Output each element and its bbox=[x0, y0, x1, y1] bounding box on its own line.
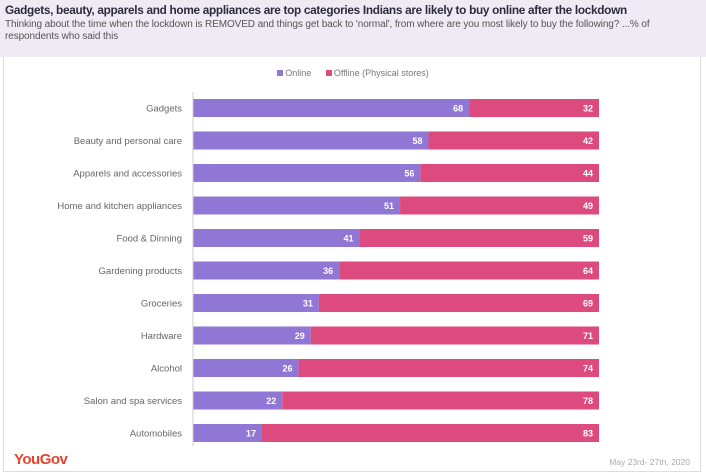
yougov-logo: YouGov bbox=[14, 451, 68, 468]
online-bar bbox=[193, 229, 360, 247]
online-value-label: 41 bbox=[343, 234, 353, 244]
offline-value-label: 59 bbox=[583, 234, 593, 244]
offline-bar bbox=[310, 326, 599, 345]
offline-bar bbox=[359, 229, 599, 247]
online-bar bbox=[193, 294, 319, 312]
offline-bar bbox=[298, 359, 599, 377]
offline-value-label: 74 bbox=[583, 364, 593, 374]
online-value-label: 26 bbox=[283, 364, 293, 374]
category-label: Groceries bbox=[141, 299, 182, 310]
offline-value-label: 49 bbox=[583, 201, 593, 211]
online-value-label: 29 bbox=[295, 331, 305, 341]
online-bar bbox=[193, 391, 283, 410]
legend-label-online: Online bbox=[285, 68, 312, 78]
offline-value-label: 69 bbox=[583, 299, 593, 309]
category-label: Automobiles bbox=[130, 429, 183, 440]
legend-swatch-offline bbox=[325, 70, 332, 76]
online-bar bbox=[193, 196, 401, 215]
offline-bar bbox=[282, 391, 599, 410]
date-range: May 23rd- 27th, 2020 bbox=[609, 457, 690, 467]
chart-subtitle: Thinking about the time when the lockdow… bbox=[5, 19, 650, 42]
offline-value-label: 44 bbox=[583, 169, 593, 179]
offline-bar bbox=[420, 164, 599, 182]
online-bar bbox=[193, 424, 263, 442]
offline-bar bbox=[262, 424, 599, 442]
offline-bar bbox=[469, 99, 599, 117]
online-value-label: 68 bbox=[453, 104, 463, 114]
online-bar bbox=[193, 326, 311, 345]
category-label: Gadgets bbox=[146, 104, 182, 115]
category-label: Hardware bbox=[141, 331, 182, 342]
legend: Online Offline (Physical stores) bbox=[0, 68, 706, 78]
header bbox=[0, 0, 706, 57]
chart-title: Gadgets, beauty, apparels and home appli… bbox=[5, 3, 627, 17]
category-label: Home and kitchen appliances bbox=[57, 201, 182, 212]
legend-swatch-online bbox=[277, 70, 284, 76]
category-label: Alcohol bbox=[151, 364, 182, 375]
category-label: Apparels and accessories bbox=[73, 169, 182, 180]
online-value-label: 17 bbox=[246, 429, 256, 439]
online-value-label: 36 bbox=[323, 266, 333, 276]
category-label: Beauty and personal care bbox=[74, 136, 182, 147]
legend-online: Online bbox=[277, 68, 311, 78]
category-label: Gardening products bbox=[99, 266, 183, 277]
legend-label-offline: Offline (Physical stores) bbox=[333, 68, 429, 78]
online-value-label: 22 bbox=[266, 396, 276, 406]
online-value-label: 51 bbox=[384, 201, 394, 211]
offline-value-label: 71 bbox=[583, 331, 593, 341]
category-label: Food & Dinning bbox=[117, 234, 182, 245]
online-bar bbox=[193, 261, 340, 280]
online-value-label: 31 bbox=[303, 299, 313, 309]
online-bar bbox=[193, 131, 429, 150]
online-value-label: 56 bbox=[404, 169, 414, 179]
offline-value-label: 78 bbox=[583, 396, 593, 406]
legend-offline: Offline (Physical stores) bbox=[325, 68, 429, 78]
offline-value-label: 83 bbox=[583, 429, 593, 439]
category-label: Salon and spa services bbox=[84, 396, 182, 407]
online-value-label: 58 bbox=[412, 136, 422, 146]
offline-bar bbox=[318, 294, 599, 312]
offline-value-label: 64 bbox=[583, 266, 593, 276]
online-bar bbox=[193, 99, 470, 117]
offline-bar bbox=[339, 261, 599, 280]
offline-value-label: 32 bbox=[583, 104, 593, 114]
online-bar bbox=[193, 164, 421, 182]
offline-value-label: 42 bbox=[583, 136, 593, 146]
offline-bar bbox=[428, 131, 599, 150]
online-bar bbox=[193, 359, 299, 377]
offline-bar bbox=[400, 196, 599, 215]
